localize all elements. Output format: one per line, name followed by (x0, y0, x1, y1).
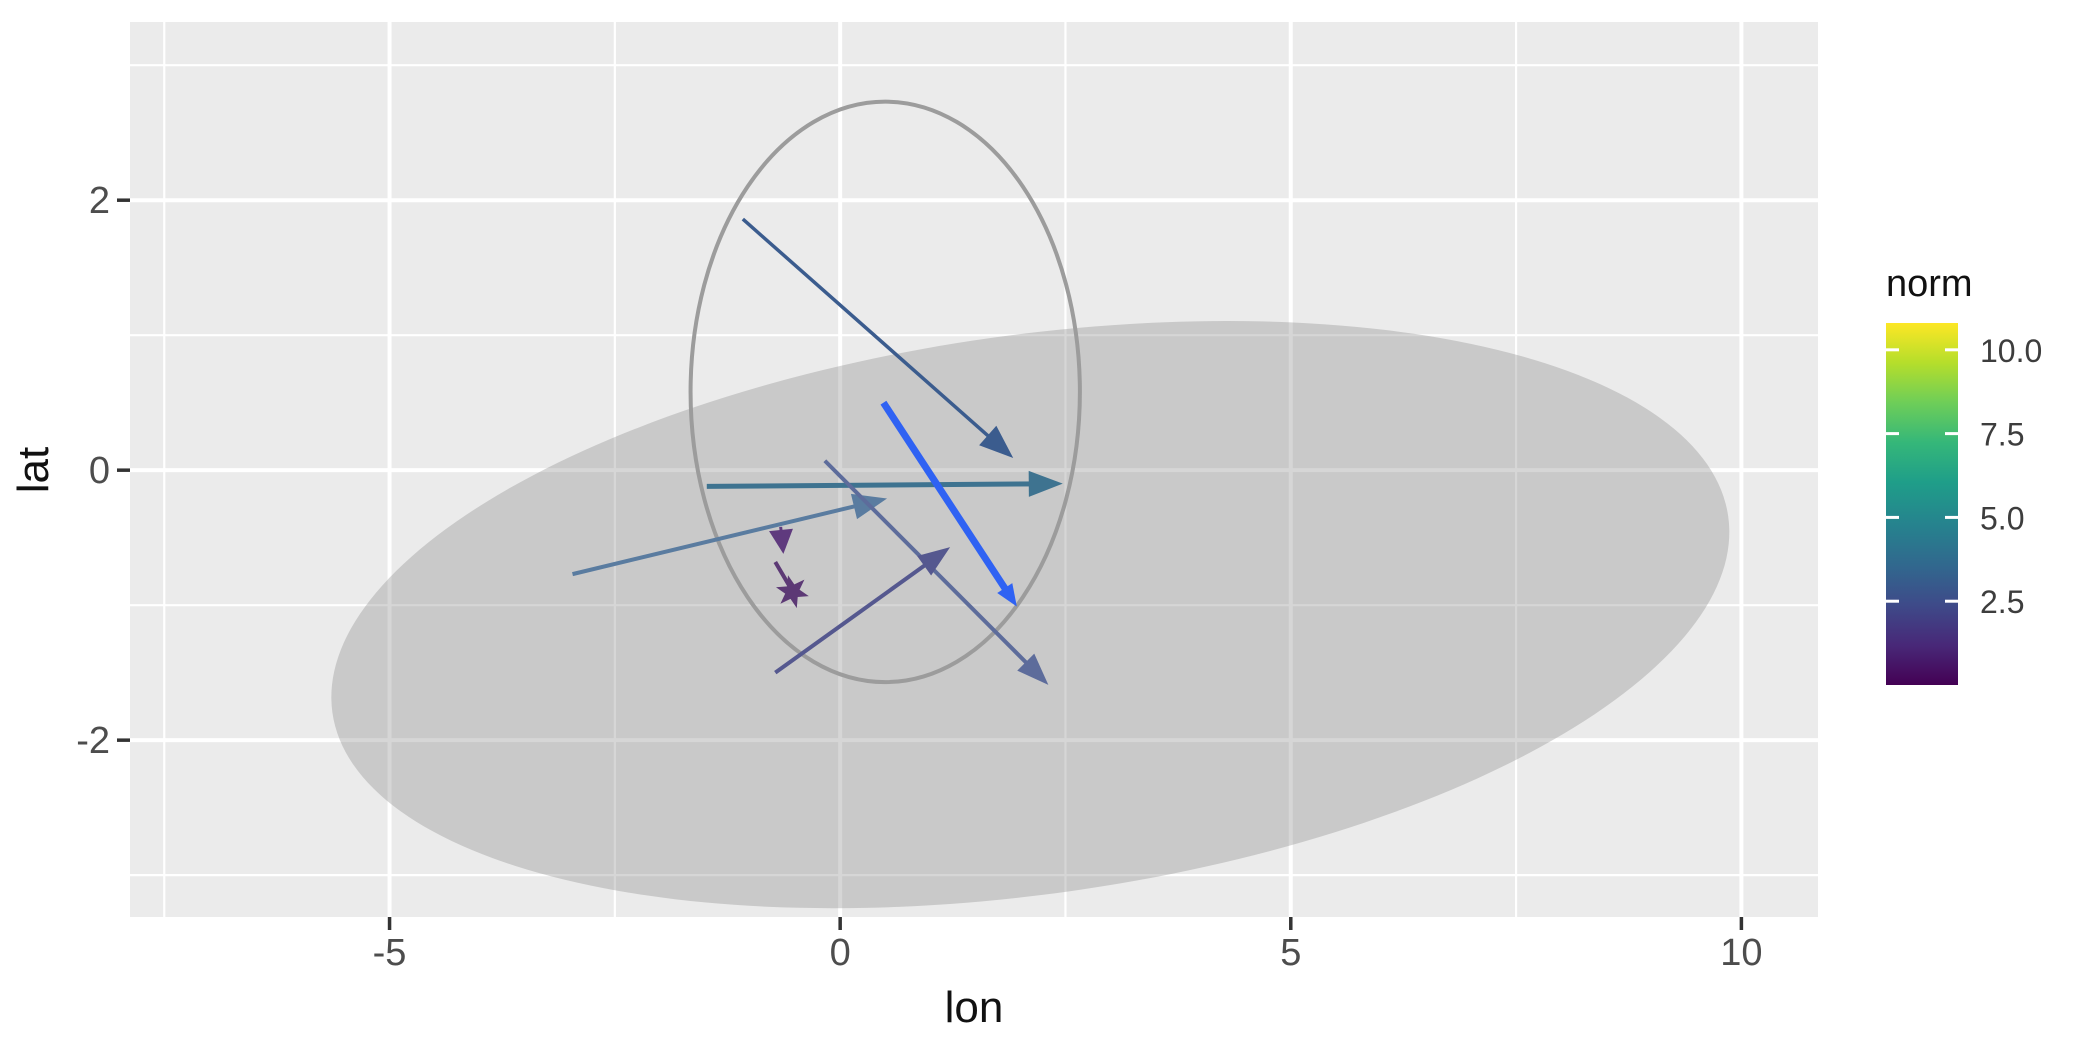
vector-arrow-shaft (774, 555, 937, 675)
vector-arrowhead (979, 425, 1014, 459)
legend-tick-label: 7.5 (1980, 417, 2024, 453)
vector-arrow (880, 400, 1017, 607)
legend-colorbar (1886, 323, 1958, 685)
vector-arrowhead (917, 547, 951, 576)
y-tick-label: 2 (89, 180, 110, 222)
star-marker (776, 575, 809, 609)
vector-arrowhead (997, 583, 1017, 607)
vector-arrow (769, 526, 793, 554)
vector-arrow-shaft (880, 400, 1014, 599)
vector-arrowhead (1017, 653, 1049, 685)
confidence-ellipse-large (331, 321, 1730, 909)
confidence-ellipse-small (688, 99, 1082, 685)
vector-arrow (774, 547, 951, 675)
x-tick-label: 5 (1280, 932, 1301, 974)
legend-tick-label: 2.5 (1980, 584, 2024, 620)
plot-panel: -5 0 5 10 2 0 -2 10.0 7.5 5.0 2.5 (76, 22, 2042, 974)
x-tick-label: 0 (830, 932, 851, 974)
x-tick-label: 10 (1720, 932, 1762, 974)
legend-title: norm (1886, 263, 1973, 305)
vector-arrowhead (769, 528, 793, 554)
y-axis-title: lat (9, 447, 58, 493)
vector-arrow-shaft (741, 217, 1001, 447)
y-tick-label: -2 (76, 720, 110, 762)
legend-tick-label: 5.0 (1980, 500, 2024, 536)
legend-tick-label: 10.0 (1980, 333, 2042, 369)
x-tick-label: -5 (373, 932, 407, 974)
x-axis-title: lon (945, 983, 1004, 1032)
y-tick-label: 0 (89, 450, 110, 492)
vector-arrow-shaft (706, 481, 1045, 489)
vector-arrow (741, 217, 1014, 459)
vector-arrow-shaft (572, 500, 870, 577)
vector-arrowhead (1028, 470, 1063, 497)
vector-arrow (706, 470, 1063, 497)
